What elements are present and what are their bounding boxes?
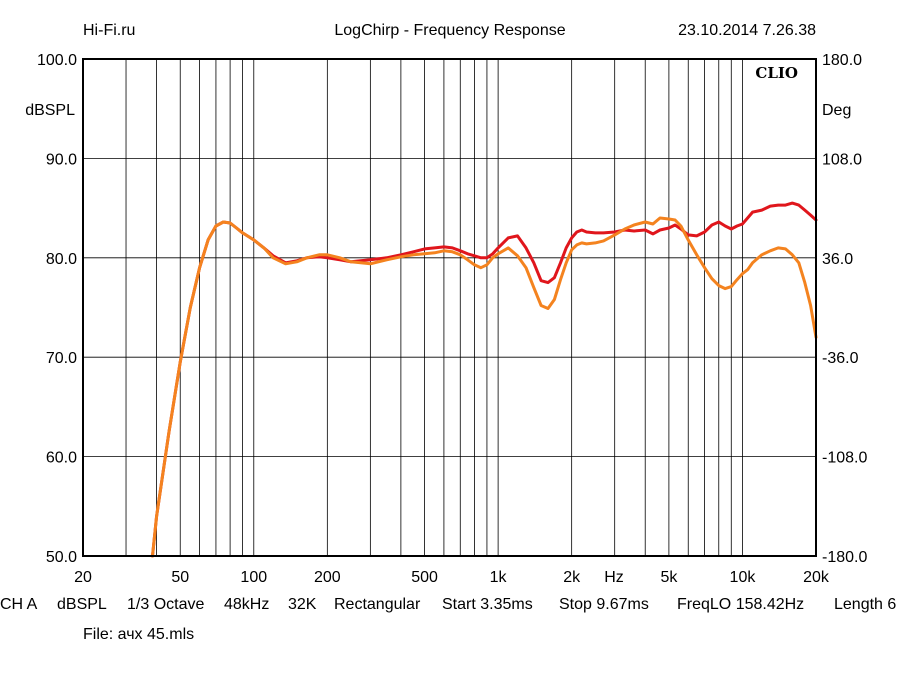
measurement-info-bar: CH A dBSPL 1/3 Octave 48kHz 32K Rectangu…	[0, 596, 900, 616]
y-axis-label: dBSPL	[25, 102, 75, 119]
x-tick-label: 20k	[803, 569, 830, 586]
header-site: Hi-Fi.ru	[83, 22, 135, 39]
clio-logo: CLIO	[755, 64, 798, 82]
y2-tick-label: 108.0	[822, 151, 862, 168]
y-tick-label: 100.0	[37, 52, 77, 69]
y-tick-label: 70.0	[46, 350, 77, 367]
footer-stop: Stop 9.67ms	[559, 596, 649, 613]
footer-unit: dBSPL	[57, 596, 107, 613]
plot-frame	[82, 58, 817, 557]
header-title: LogChirp - Frequency Response	[334, 22, 565, 39]
footer-sample-rate: 48kHz	[224, 596, 270, 613]
footer-window: Rectangular	[334, 596, 421, 613]
x-tick-label: 10k	[730, 569, 757, 586]
y-tick-label: 80.0	[46, 251, 77, 268]
footer-length: Length 6	[834, 596, 897, 613]
brand-box	[746, 63, 802, 83]
footer-channel: CH A	[0, 596, 38, 613]
footer-freqlo: FreqLO 158.42Hz	[677, 596, 805, 613]
x-tick-label: 500	[411, 569, 438, 586]
y2-tick-label: -180.0	[822, 549, 867, 566]
x-tick-label: 20	[74, 569, 92, 586]
footer-fft-size: 32K	[288, 596, 317, 613]
file-name: File: ачх 45.mls	[83, 626, 195, 643]
footer-start: Start 3.35ms	[442, 596, 533, 613]
x-tick-label: 200	[314, 569, 341, 586]
x-tick-label: 1k	[490, 569, 508, 586]
x-tick-label: 5k	[660, 569, 678, 586]
header-timestamp: 23.10.2014 7.26.38	[678, 22, 816, 39]
x-axis-unit: Hz	[604, 569, 624, 586]
x-tick-labels: 20 50 100 200 500 1k 2k 5k 10k 20k	[74, 569, 830, 586]
y-tick-labels: 100.0 90.0 80.0 70.0 60.0 50.0	[37, 52, 77, 566]
x-tick-label: 2k	[563, 569, 581, 586]
y2-tick-label: 180.0	[822, 52, 862, 69]
x-tick-label: 50	[171, 569, 189, 586]
plot-background	[83, 59, 816, 556]
grid	[83, 58, 816, 557]
series-group	[151, 201, 818, 558]
y2-axis-label: Deg	[822, 102, 851, 119]
x-tick-label: 100	[240, 569, 267, 586]
series-line-2	[151, 216, 818, 558]
y2-tick-label: 36.0	[822, 251, 853, 268]
footer-smoothing: 1/3 Octave	[127, 596, 205, 613]
y-tick-label: 50.0	[46, 549, 77, 566]
y-tick-label: 60.0	[46, 450, 77, 467]
y2-tick-label: -108.0	[822, 450, 867, 467]
y-tick-label: 90.0	[46, 151, 77, 168]
frequency-response-chart: Hi-Fi.ru LogChirp - Frequency Response 2…	[25, 22, 867, 586]
y2-tick-labels: 180.0 108.0 36.0 -36.0 -108.0 -180.0	[822, 52, 867, 566]
y2-tick-label: -36.0	[822, 350, 859, 367]
